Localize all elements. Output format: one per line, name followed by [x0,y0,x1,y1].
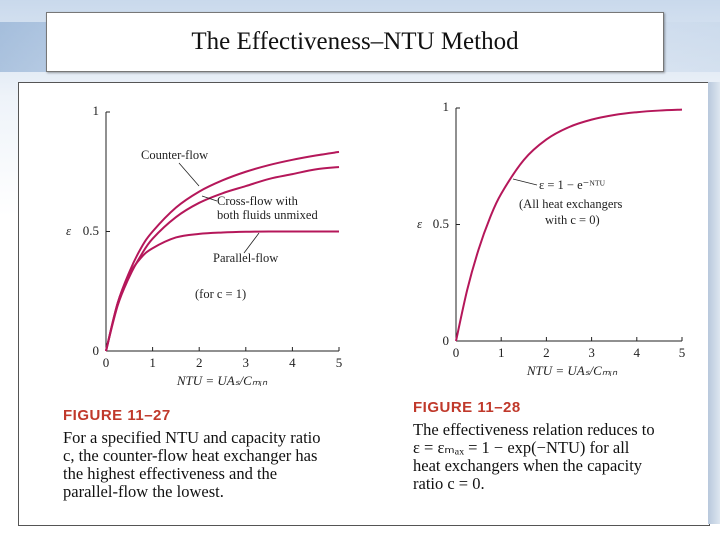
left-annot-crossflow-1: Cross-flow with [217,194,299,208]
right-x-tick-4: 4 [634,345,641,360]
right-y-tick-05: 0.5 [433,216,449,231]
left-series-cross-flow-with-both-fluids-unmixed [105,165,340,352]
right-y-label: ε [417,216,423,231]
right-figure-label: FIGURE 11–28 [413,399,521,416]
right-x-tick-1: 1 [498,345,505,360]
left-annot-crossflow-2: both fluids unmixed [217,208,318,222]
left-x-tick-1: 1 [149,355,156,370]
right-x-tick-0: 0 [453,345,460,360]
right-annot-formula: ε = 1 − e⁻ᴺᵀᵁ [539,178,606,192]
left-y-label: ε [66,223,72,238]
left-x-tick-4: 4 [289,355,296,370]
left-annot-counterflow: Counter-flow [141,148,208,162]
right-series-1-e-ntu [455,108,683,342]
right-x-tick-3: 3 [588,345,595,360]
chart-left: 1 0.5 0 ε 0 1 2 3 4 5 NTU = UAₛ/Cₘᵢₙ Cou… [66,103,342,388]
left-x-label: NTU = UAₛ/Cₘᵢₙ [176,373,268,388]
left-series-parallel-flow [105,230,339,352]
left-figure-label: FIGURE 11–27 [63,407,171,424]
right-x-tick-5: 5 [679,345,686,360]
left-caption-line: parallel-flow the lowest. [63,482,224,501]
right-y-tick-1: 1 [443,99,450,114]
right-caption: The effectiveness relation reduces to ε … [413,421,655,493]
right-annot-c0: with c = 0) [545,213,600,227]
slide-title-box: The Effectiveness–NTU Method [46,12,664,72]
left-caption-line: c, the counter-flow heat exchanger has [63,446,318,465]
left-x-tick-3: 3 [243,355,250,370]
right-caption-line: ε = εₘₐₓ = 1 − exp(−NTU) for all [413,438,630,457]
left-series-counter-flow [105,150,340,352]
left-caption-line: the highest effectiveness and the [63,464,278,483]
left-y-tick-05: 0.5 [83,223,99,238]
left-y-tick-0: 0 [93,343,100,358]
right-caption-line: The effectiveness relation reduces to [413,420,655,439]
left-annot-for-c1: (for c = 1) [195,287,246,301]
left-annot-parallel: Parallel-flow [213,251,278,265]
figure-svg: 1 0.5 0 ε 0 1 2 3 4 5 NTU = UAₛ/Cₘᵢₙ Cou… [66,99,685,388]
right-caption-line: ratio c = 0. [413,474,485,493]
right-caption-line: heat exchangers when the capacity [413,456,643,475]
right-annot-all-hx: (All heat exchangers [519,197,623,211]
chart-right: 1 0.5 0 ε 0 1 2 3 4 5 NTU = UAₛ/Cₘᵢₙ ε =… [417,99,685,378]
right-x-label: NTU = UAₛ/Cₘᵢₙ [526,363,618,378]
slide-title: The Effectiveness–NTU Method [191,28,519,55]
slide-right-strip [708,82,720,524]
left-caption-line: For a specified NTU and capacity ratio [63,428,321,447]
right-x-tick-2: 2 [543,345,550,360]
left-caption: For a specified NTU and capacity ratio c… [63,429,320,501]
figure-panel: 1 0.5 0 ε 0 1 2 3 4 5 NTU = UAₛ/Cₘᵢₙ Cou… [18,82,710,526]
left-arrow-crossflow [201,195,218,202]
left-arrow-parallel [243,232,260,254]
right-arrow-formula [512,178,538,186]
left-x-tick-2: 2 [196,355,203,370]
left-x-tick-5: 5 [336,355,343,370]
left-arrow-counterflow [178,162,200,187]
right-y-tick-0: 0 [443,333,450,348]
left-y-tick-1: 1 [93,103,100,118]
left-x-tick-0: 0 [103,355,110,370]
